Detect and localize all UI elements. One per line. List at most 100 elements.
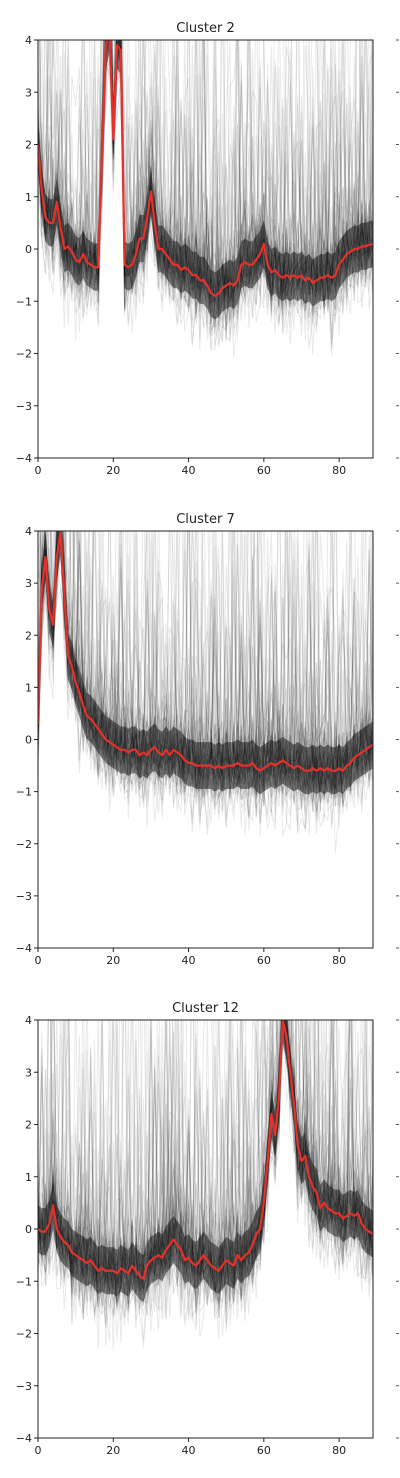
x-tick-label: 60: [257, 464, 271, 477]
member-trace-line: [38, 531, 373, 819]
x-tick-label: 60: [257, 954, 271, 967]
member-trace-line: [38, 560, 373, 808]
member-trace-line: [38, 531, 373, 814]
member-trace-line: [38, 1020, 373, 1290]
member-trace-line: [38, 40, 373, 351]
member-trace-line: [38, 40, 373, 337]
member-trace-line: [38, 531, 373, 786]
member-trace-line: [38, 40, 373, 316]
member-trace-core: [38, 531, 373, 795]
member-trace-line: [43, 531, 373, 831]
member-trace-line: [38, 1020, 373, 1348]
member-trace-line: [38, 40, 373, 297]
member-trace-line: [38, 40, 373, 346]
member-trace-line: [38, 1020, 373, 1340]
member-trace-line: [38, 40, 373, 307]
member-trace-line: [38, 1020, 373, 1306]
member-trace-line: [39, 40, 373, 327]
member-trace-line: [38, 531, 373, 790]
member-trace-line: [38, 531, 373, 812]
member-trace-line: [39, 531, 373, 807]
member-trace-line: [38, 534, 373, 819]
member-trace-line: [38, 40, 373, 299]
member-trace-line: [38, 40, 373, 321]
x-tick-label: 40: [182, 954, 196, 967]
x-tick-label: 60: [257, 1444, 271, 1457]
member-trace-line: [38, 531, 373, 810]
member-traces: [38, 531, 373, 854]
x-tick-label: 0: [35, 954, 42, 967]
member-trace-line: [38, 1020, 373, 1319]
member-trace-line: [38, 40, 373, 319]
member-trace-line: [38, 40, 373, 325]
y-tick-label: 3: [25, 577, 32, 590]
mean-series-line: [38, 40, 373, 298]
member-trace-line: [38, 1020, 373, 1319]
member-trace-line: [38, 531, 373, 806]
member-trace-line: [38, 531, 373, 823]
member-trace-line: [38, 531, 373, 791]
x-tick-label: 0: [35, 1444, 42, 1457]
member-trace-line: [38, 1020, 373, 1300]
member-trace-line: [38, 1020, 373, 1303]
mean-series-line: [38, 1020, 373, 1280]
member-trace-line: [38, 1020, 373, 1326]
member-trace-line: [38, 531, 373, 828]
member-trace-line: [38, 40, 373, 331]
member-trace-line: [38, 1020, 373, 1312]
member-trace-line: [38, 531, 373, 798]
member-trace-line: [38, 40, 373, 319]
y-tick-label: −2: [16, 838, 32, 851]
y-tick-label: 2: [25, 629, 32, 642]
member-trace-line: [38, 1020, 373, 1302]
member-trace-line: [38, 40, 373, 311]
member-trace-line: [38, 40, 373, 355]
member-trace-line: [38, 40, 373, 315]
member-trace-line: [38, 531, 373, 805]
member-trace-line: [38, 1020, 373, 1310]
y-tick-label: 4: [25, 34, 32, 47]
member-trace-line: [38, 1020, 373, 1332]
member-trace-line: [38, 531, 373, 811]
x-tick-label: 20: [106, 1444, 120, 1457]
member-trace-line: [38, 1020, 373, 1317]
member-trace-line: [38, 1020, 373, 1310]
member-trace-line: [38, 531, 373, 823]
y-tick-label: −3: [16, 890, 32, 903]
x-tick-label: 80: [332, 954, 346, 967]
member-trace-line: [38, 531, 373, 824]
member-trace-line: [38, 40, 373, 329]
member-trace-line: [38, 40, 373, 310]
member-trace-line: [38, 40, 373, 302]
y-tick-label: 0: [25, 1223, 32, 1236]
member-trace-line: [38, 1020, 373, 1305]
member-trace-line: [38, 40, 373, 351]
member-trace-line: [38, 40, 373, 333]
member-trace-line: [39, 531, 373, 803]
y-tick-label: 1: [25, 1171, 32, 1184]
member-trace-line: [38, 531, 373, 812]
member-trace-line: [38, 1020, 373, 1322]
member-trace-line: [38, 531, 373, 828]
member-trace-line: [38, 40, 373, 334]
member-trace-line: [38, 40, 373, 315]
member-trace-line: [38, 531, 373, 834]
member-trace-line: [38, 40, 373, 335]
y-tick-label: −4: [16, 1432, 32, 1445]
member-trace-line: [38, 1020, 373, 1285]
member-trace-line: [38, 531, 373, 813]
member-trace-line: [38, 535, 373, 806]
member-trace-line: [38, 40, 373, 340]
member-trace-line: [38, 531, 373, 803]
member-trace-line: [38, 40, 373, 320]
member-trace-line: [38, 64, 373, 356]
member-trace-line: [39, 531, 373, 829]
member-trace-line: [38, 531, 373, 805]
member-trace-line: [38, 40, 373, 349]
y-tick-label: 1: [25, 191, 32, 204]
chart-title: Cluster 2: [176, 21, 235, 36]
member-trace-line: [38, 1020, 373, 1305]
